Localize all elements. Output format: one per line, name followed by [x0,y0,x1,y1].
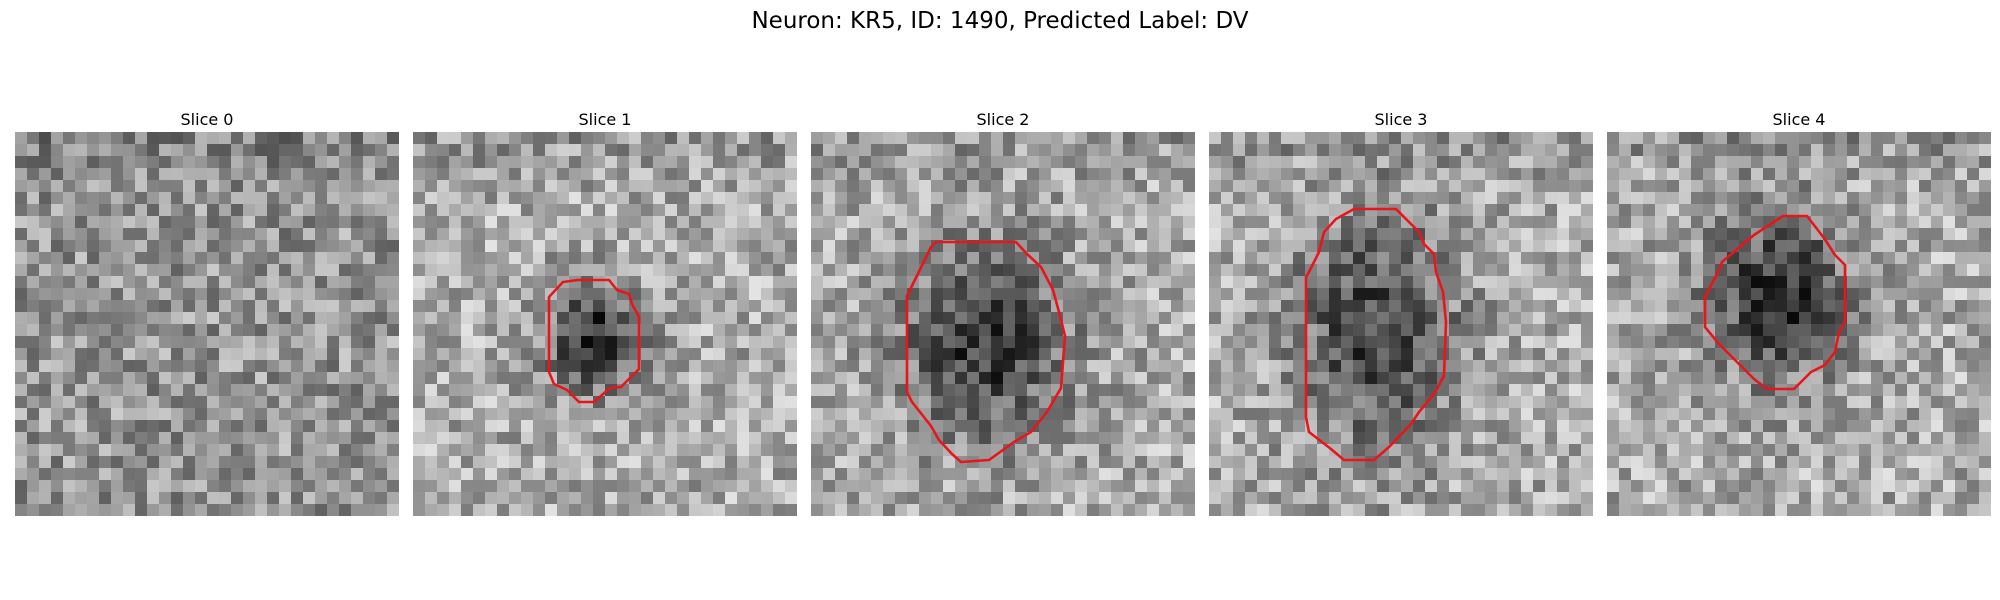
slice-title-2: Slice 2 [976,110,1030,129]
slice-panel-4: Slice 4 [1607,108,1991,516]
slice-image-3 [1209,132,1593,516]
slice-image-2 [811,132,1195,516]
roi-contour-2 [905,240,1067,464]
slice-panel-3: Slice 3 [1209,108,1593,516]
figure-title: Neuron: KR5, ID: 1490, Predicted Label: … [751,8,1249,34]
roi-contour-3 [1304,207,1448,462]
roi-contour-1 [547,278,641,404]
slice-title-1: Slice 1 [578,110,632,129]
slice-title-0: Slice 0 [180,110,234,129]
slice-image-4 [1607,132,1991,516]
slice-title-3: Slice 3 [1374,110,1428,129]
slice-panel-1: Slice 1 [413,108,797,516]
slice-panel-2: Slice 2 [811,108,1195,516]
roi-contour-4 [1703,214,1847,391]
slice-title-4: Slice 4 [1772,110,1826,129]
slice-panel-0: Slice 0 [15,108,399,516]
slice-image-1 [413,132,797,516]
slice-image-0 [15,132,399,516]
